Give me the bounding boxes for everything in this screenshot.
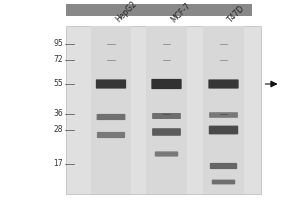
Text: 55: 55 <box>53 79 63 88</box>
FancyBboxPatch shape <box>152 128 181 136</box>
FancyBboxPatch shape <box>152 79 182 89</box>
FancyBboxPatch shape <box>97 114 125 120</box>
Text: 28: 28 <box>53 126 63 134</box>
Bar <box>91 26 131 194</box>
FancyBboxPatch shape <box>212 180 235 184</box>
Bar <box>66 4 252 16</box>
Text: T47D: T47D <box>226 3 247 24</box>
FancyBboxPatch shape <box>208 79 239 89</box>
FancyBboxPatch shape <box>209 126 238 134</box>
Bar <box>66 26 261 194</box>
FancyBboxPatch shape <box>96 79 126 89</box>
FancyBboxPatch shape <box>152 113 181 119</box>
Text: HepG2: HepG2 <box>114 0 139 24</box>
Text: MCF-7: MCF-7 <box>169 1 193 24</box>
FancyBboxPatch shape <box>97 132 125 138</box>
Text: 95: 95 <box>53 40 63 48</box>
Text: 72: 72 <box>53 55 63 64</box>
FancyBboxPatch shape <box>209 112 238 118</box>
Bar <box>203 26 244 194</box>
Text: 17: 17 <box>53 160 63 168</box>
FancyBboxPatch shape <box>210 163 237 169</box>
Text: 36: 36 <box>53 109 63 118</box>
FancyBboxPatch shape <box>155 151 178 157</box>
Bar <box>146 26 187 194</box>
